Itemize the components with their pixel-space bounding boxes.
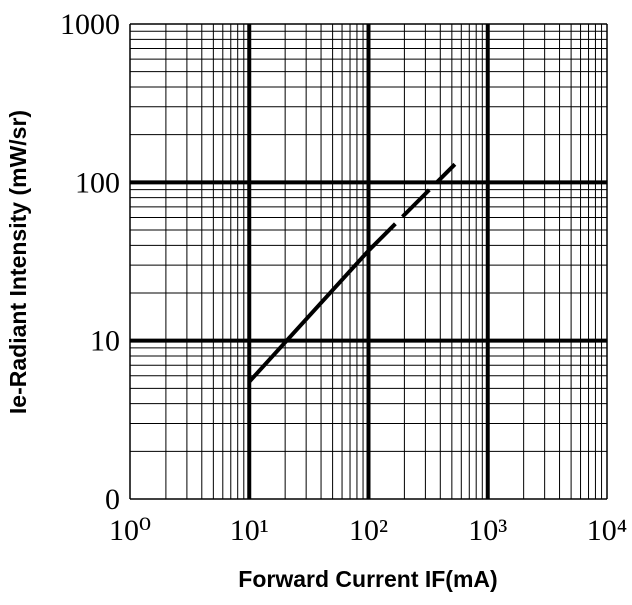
x-tick-label: 10⁰: [109, 514, 151, 547]
x-tick-label: 10⁴: [587, 514, 627, 547]
data-line: [247, 249, 370, 384]
x-tick-label: 10¹: [230, 514, 269, 547]
data-line: [367, 162, 457, 253]
y-axis-title: Ie-Radiant Intensity (mW/sr): [5, 110, 31, 414]
y-tick-label: 100: [75, 166, 120, 199]
x-tick-label: 10³: [468, 514, 507, 547]
x-tick-label: 10²: [349, 514, 388, 547]
x-axis-title: Forward Current IF(mA): [238, 566, 497, 592]
y-tick-label: 0: [105, 483, 120, 516]
y-tick-label: 1000: [60, 8, 120, 41]
y-tick-label: 10: [90, 325, 120, 358]
